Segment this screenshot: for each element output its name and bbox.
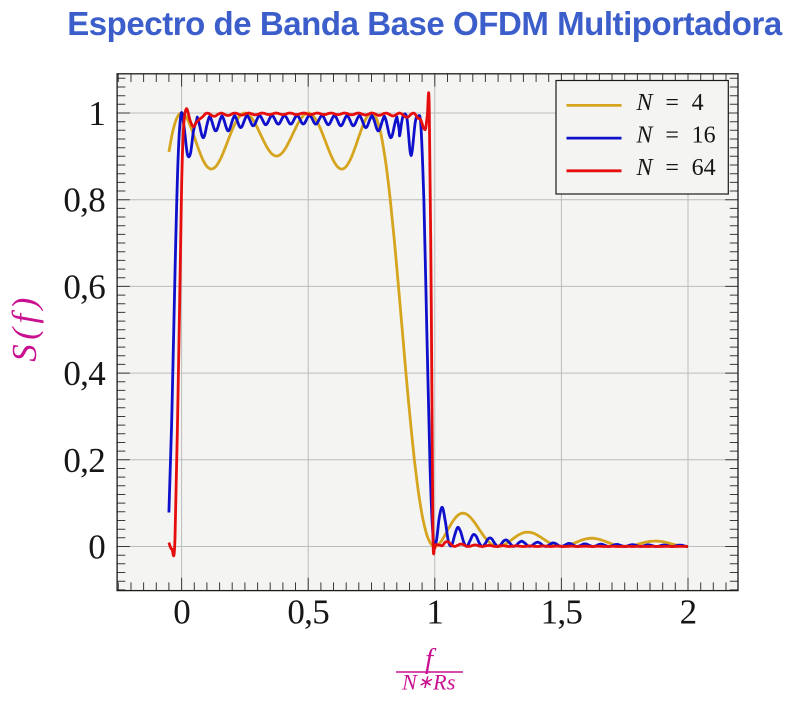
svg-text:0: 0 <box>88 528 105 567</box>
svg-text:N = 4: N = 4 <box>636 90 704 116</box>
svg-text:N∗Rs: N∗Rs <box>401 670 456 695</box>
svg-text:1: 1 <box>88 94 105 133</box>
svg-text:0,4: 0,4 <box>63 354 105 393</box>
svg-text:0: 0 <box>173 592 190 631</box>
svg-text:N = 64: N = 64 <box>636 155 716 181</box>
svg-text:N = 16: N = 16 <box>636 123 716 149</box>
svg-text:1,5: 1,5 <box>541 592 583 631</box>
svg-text:2: 2 <box>680 592 697 631</box>
svg-text:0,8: 0,8 <box>63 181 105 220</box>
svg-text:0,6: 0,6 <box>63 267 105 306</box>
svg-text:0,5: 0,5 <box>287 592 329 631</box>
svg-text:S(f): S(f) <box>5 293 44 362</box>
svg-text:1: 1 <box>426 592 443 631</box>
svg-text:0,2: 0,2 <box>63 441 105 480</box>
